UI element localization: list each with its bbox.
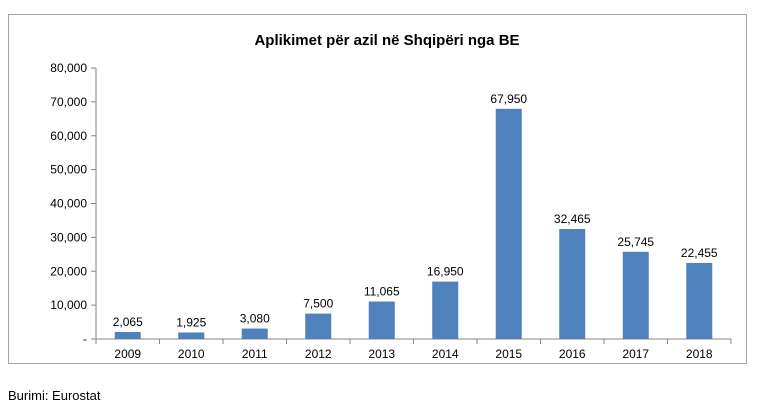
bar: [495, 108, 522, 340]
bar: [432, 281, 459, 339]
x-tick-label: 2014: [432, 347, 459, 361]
data-label: 3,080: [240, 312, 270, 326]
x-tick-label: 2013: [368, 347, 395, 361]
x-tick-label: 2018: [686, 347, 713, 361]
bar: [622, 251, 649, 339]
bar: [559, 229, 586, 339]
data-label: 11,065: [364, 285, 400, 299]
y-tick-label: 30,000: [50, 230, 87, 244]
bar: [368, 301, 395, 339]
x-tick-label: 2009: [114, 347, 141, 361]
y-tick-label: -: [83, 332, 87, 346]
source-note: Burimi: Eurostat: [8, 388, 101, 403]
y-tick-label: 80,000: [50, 61, 87, 75]
data-label: 25,745: [617, 235, 654, 249]
chart-frame: Aplikimet për azil në Shqipëri nga BE - 1…: [8, 14, 747, 364]
x-tick-label: 2016: [559, 347, 586, 361]
y-tick-label: 60,000: [50, 129, 87, 143]
bar: [305, 313, 332, 339]
data-label: 22,455: [681, 246, 718, 260]
data-label: 7,500: [303, 297, 333, 311]
x-tick-label: 2015: [495, 347, 522, 361]
data-label: 16,950: [427, 265, 464, 279]
bar-chart: Aplikimet për azil në Shqipëri nga BE - 1…: [50, 32, 732, 361]
bar: [178, 332, 205, 339]
data-label: 1,925: [176, 315, 206, 329]
bar: [686, 262, 713, 339]
bar: [241, 328, 268, 339]
x-tick-label: 2011: [242, 347, 268, 361]
y-tick-label: 10,000: [50, 298, 87, 312]
y-tick-label: 50,000: [50, 163, 87, 177]
x-tick-label: 2012: [305, 347, 332, 361]
data-label: 32,465: [554, 212, 591, 226]
x-tick-label: 2017: [622, 347, 649, 361]
bar: [114, 332, 141, 339]
y-tick-label: 20,000: [50, 264, 87, 278]
y-tick-label: 40,000: [50, 197, 87, 211]
data-label: 2,065: [113, 315, 143, 329]
data-label: 67,950: [490, 92, 527, 106]
chart-title: Aplikimet për azil në Shqipëri nga BE: [254, 32, 519, 49]
y-tick-label: 70,000: [50, 95, 87, 109]
x-tick-label: 2010: [178, 347, 205, 361]
